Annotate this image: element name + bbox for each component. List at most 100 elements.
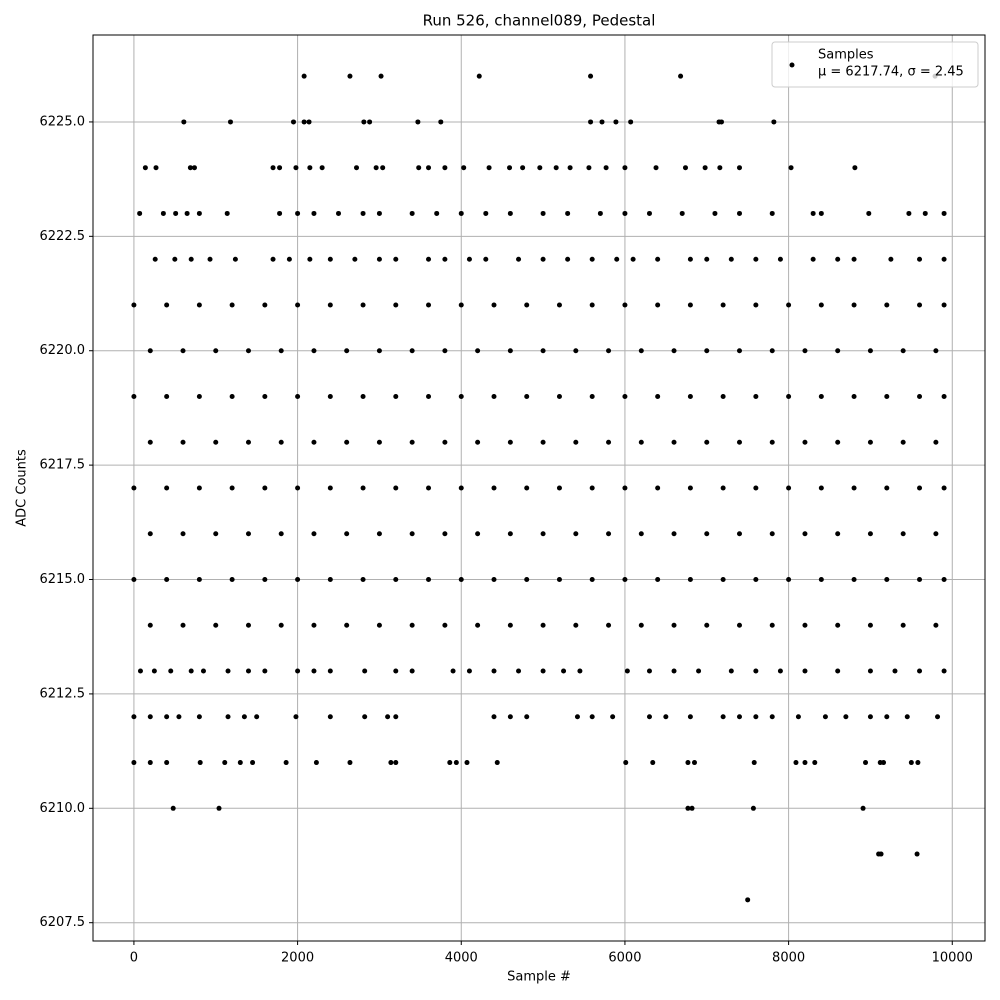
data-point xyxy=(689,805,695,811)
data-point xyxy=(671,668,677,674)
data-point xyxy=(540,256,546,262)
data-point xyxy=(720,393,726,399)
data-point xyxy=(172,256,178,262)
data-point xyxy=(736,348,742,354)
data-point xyxy=(671,439,677,445)
data-point xyxy=(229,577,235,583)
data-point xyxy=(671,348,677,354)
data-point xyxy=(224,210,230,216)
data-point xyxy=(900,439,906,445)
x-tick-label: 6000 xyxy=(608,951,641,966)
data-point xyxy=(483,210,489,216)
data-point xyxy=(728,256,734,262)
data-point xyxy=(750,805,756,811)
data-point xyxy=(301,73,307,79)
data-point xyxy=(137,210,143,216)
data-point xyxy=(393,714,399,720)
data-point xyxy=(524,302,530,308)
x-tick-label: 4000 xyxy=(445,951,478,966)
data-point xyxy=(777,256,783,262)
data-point xyxy=(573,531,579,537)
data-point xyxy=(638,439,644,445)
data-point xyxy=(655,485,661,491)
data-point xyxy=(362,714,368,720)
data-point xyxy=(491,714,497,720)
data-point xyxy=(818,577,824,583)
data-point xyxy=(769,714,775,720)
data-point xyxy=(736,622,742,628)
data-point xyxy=(786,577,792,583)
data-point xyxy=(196,577,202,583)
data-point xyxy=(207,256,213,262)
data-point xyxy=(245,439,251,445)
data-point xyxy=(687,577,693,583)
data-point xyxy=(151,668,157,674)
data-point xyxy=(589,577,595,583)
data-point xyxy=(491,577,497,583)
data-point xyxy=(704,439,710,445)
data-point xyxy=(147,622,153,628)
data-point xyxy=(606,622,612,628)
data-point xyxy=(610,714,616,720)
data-point xyxy=(142,165,148,171)
data-point xyxy=(720,485,726,491)
data-point xyxy=(131,760,137,766)
data-point xyxy=(540,348,546,354)
data-point xyxy=(888,256,894,262)
data-point xyxy=(180,531,186,537)
data-point xyxy=(245,668,251,674)
data-point xyxy=(638,348,644,354)
data-point xyxy=(573,348,579,354)
data-point xyxy=(347,73,353,79)
data-point xyxy=(720,302,726,308)
data-point xyxy=(376,439,382,445)
data-point xyxy=(788,165,794,171)
data-point xyxy=(409,531,415,537)
data-point xyxy=(914,851,920,857)
data-point xyxy=(884,302,890,308)
data-point xyxy=(278,531,284,537)
data-point xyxy=(311,210,317,216)
data-point xyxy=(393,760,399,766)
data-point xyxy=(197,760,203,766)
data-point xyxy=(147,760,153,766)
data-point xyxy=(491,668,497,674)
data-point xyxy=(131,393,137,399)
data-point xyxy=(376,531,382,537)
data-point xyxy=(319,165,325,171)
data-point xyxy=(442,165,448,171)
data-point xyxy=(650,760,656,766)
data-point xyxy=(573,622,579,628)
data-point xyxy=(354,165,360,171)
data-point xyxy=(327,668,333,674)
data-point xyxy=(262,302,268,308)
data-point xyxy=(753,302,759,308)
data-point xyxy=(385,714,391,720)
data-point xyxy=(283,760,289,766)
data-point xyxy=(852,165,858,171)
data-point xyxy=(638,622,644,628)
data-point xyxy=(736,531,742,537)
data-point xyxy=(278,348,284,354)
data-point xyxy=(892,668,898,674)
data-point xyxy=(908,760,914,766)
data-point xyxy=(176,714,182,720)
data-point xyxy=(516,668,522,674)
data-point xyxy=(458,393,464,399)
y-tick-label: 6215.0 xyxy=(40,572,86,587)
data-point xyxy=(409,348,415,354)
data-point xyxy=(520,165,526,171)
data-point xyxy=(376,210,382,216)
data-point xyxy=(311,348,317,354)
data-point xyxy=(327,393,333,399)
data-point xyxy=(720,577,726,583)
data-point xyxy=(181,119,187,125)
data-point xyxy=(447,760,453,766)
data-point xyxy=(933,531,939,537)
data-point xyxy=(556,485,562,491)
data-point xyxy=(884,577,890,583)
data-point xyxy=(164,760,170,766)
data-point xyxy=(458,302,464,308)
data-point xyxy=(476,73,482,79)
data-point xyxy=(137,668,143,674)
